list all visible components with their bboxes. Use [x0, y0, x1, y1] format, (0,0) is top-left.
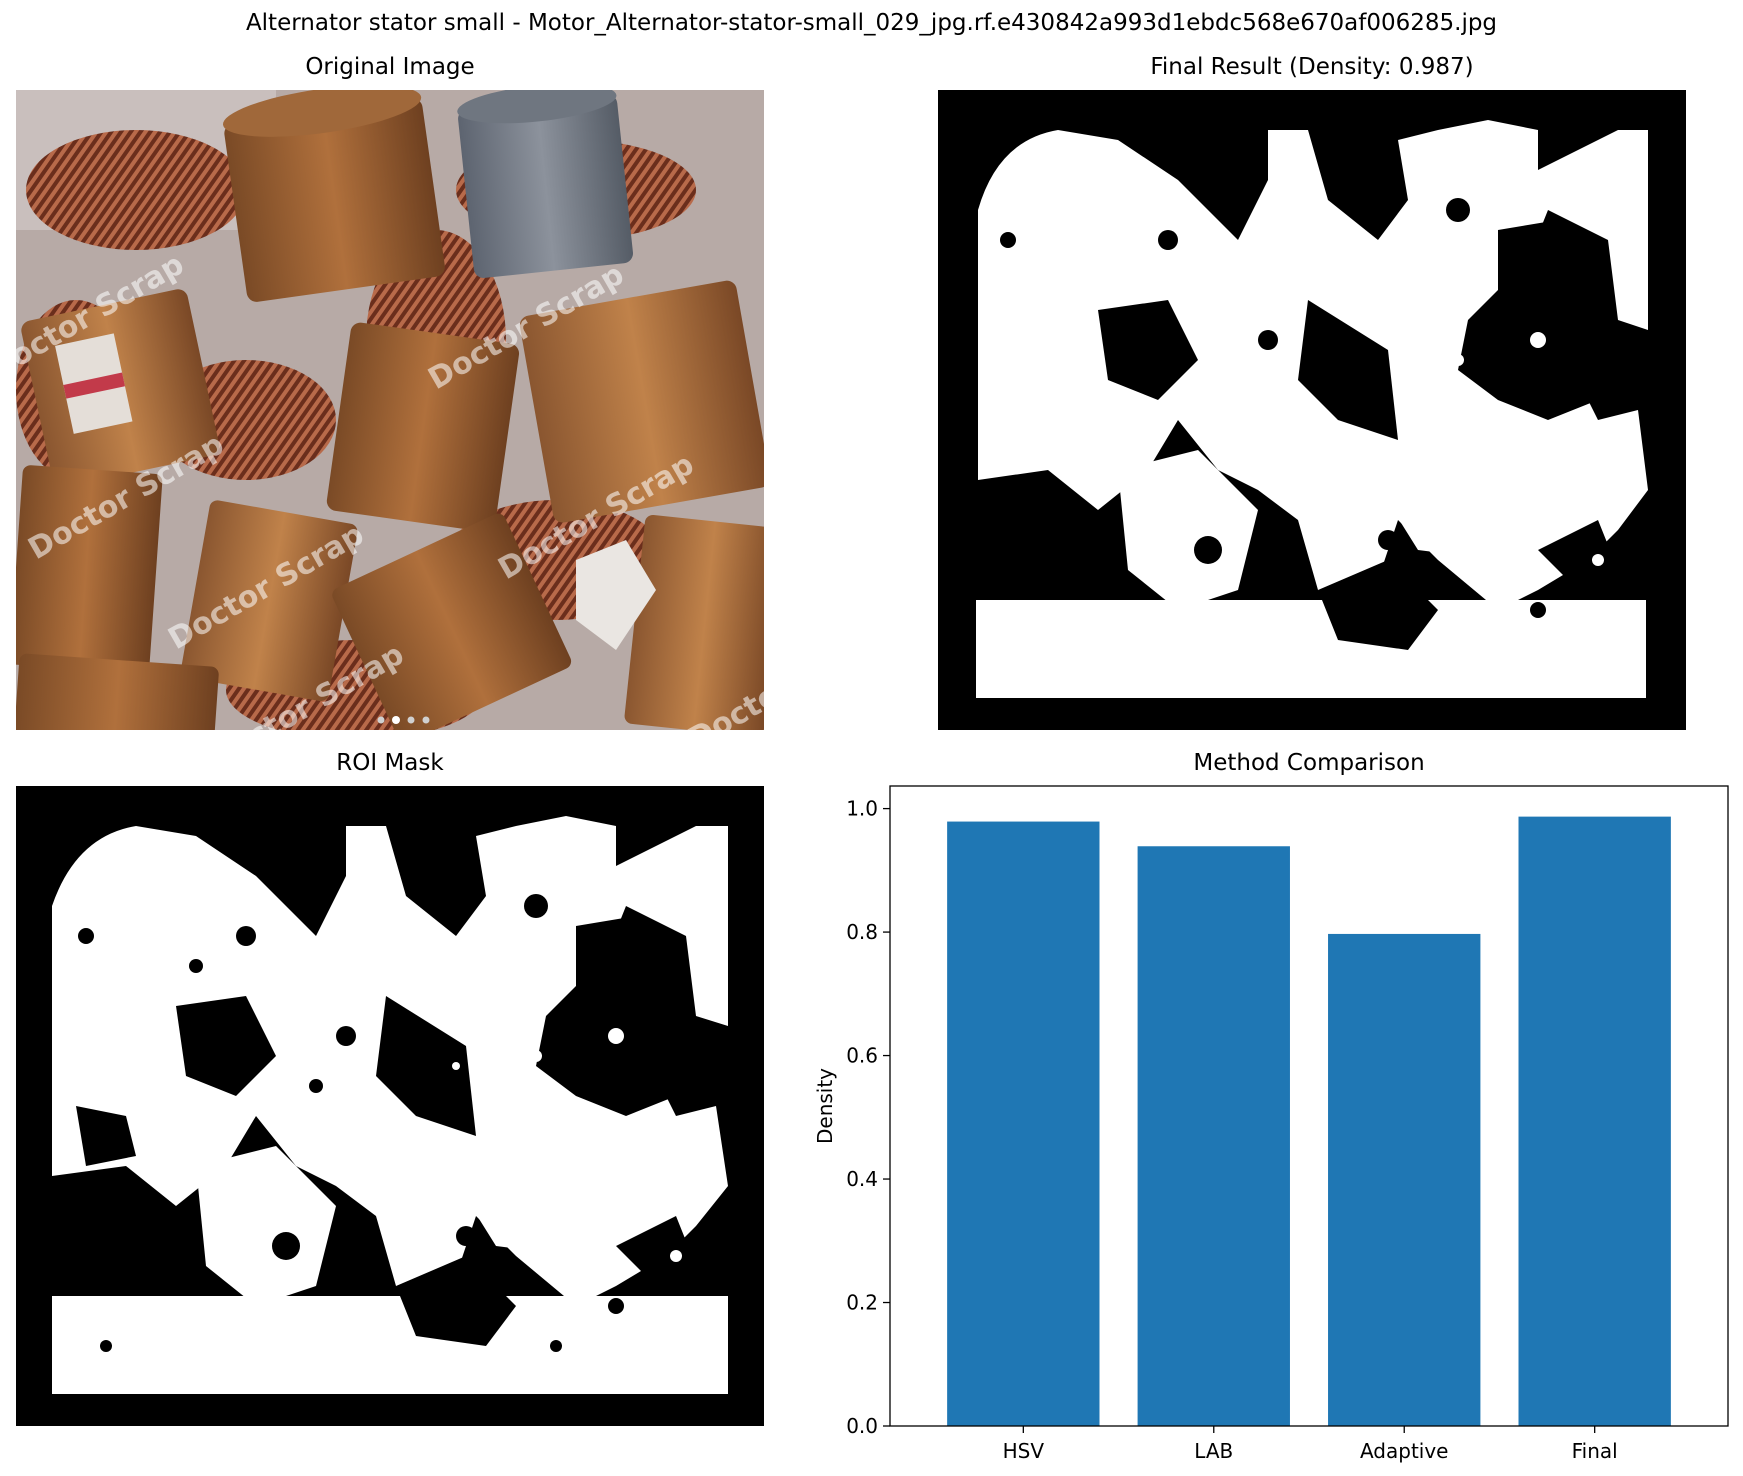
x-tick-label: LAB	[1194, 1439, 1233, 1463]
y-tick-label: 0.6	[846, 1044, 878, 1068]
original-image-title: Original Image	[305, 54, 475, 80]
method-comparison-chart: 0.0 0.2 0.4 0.6 0.8 1.0 HSV LAB Adaptive Final Den…	[780, 780, 1740, 1470]
y-tick-label: 0.0	[846, 1414, 878, 1438]
carousel-dots	[377, 716, 430, 724]
original-image: Doctor Scrap Doctor Scrap Doctor Scrap D…	[16, 90, 764, 730]
roi-mask-graphic	[16, 786, 764, 1426]
bar-hsv	[947, 821, 1100, 1426]
y-tick-label: 0.4	[846, 1167, 878, 1191]
x-tick-label: HSV	[1003, 1439, 1045, 1463]
bar-lab	[1137, 846, 1290, 1426]
bar-chart-svg: 0.0 0.2 0.4 0.6 0.8 1.0 HSV LAB Adaptive Final Den…	[813, 785, 1729, 1463]
plot-frame	[889, 785, 1729, 1427]
roi-mask-title: ROI Mask	[336, 750, 444, 776]
x-tick-label: Final	[1572, 1439, 1618, 1463]
final-result-image	[938, 90, 1686, 730]
method-comparison-title: Method Comparison	[1193, 750, 1425, 776]
final-result-title: Final Result (Density: 0.987)	[1150, 54, 1474, 80]
roi-mask-image	[16, 786, 764, 1426]
final-mask-graphic	[938, 90, 1686, 730]
y-axis-label: Density	[813, 1068, 837, 1144]
x-tick-label: Adaptive	[1360, 1439, 1449, 1463]
y-tick-label: 0.8	[846, 920, 878, 944]
y-tick-label: 0.2	[846, 1291, 878, 1315]
bar-adaptive	[1328, 933, 1481, 1426]
y-tick-label: 1.0	[846, 797, 878, 821]
bar-final	[1518, 816, 1671, 1426]
original-image-graphic: Doctor Scrap Doctor Scrap Doctor Scrap D…	[16, 90, 764, 730]
figure-suptitle: Alternator stator small - Motor_Alternat…	[245, 10, 1498, 36]
